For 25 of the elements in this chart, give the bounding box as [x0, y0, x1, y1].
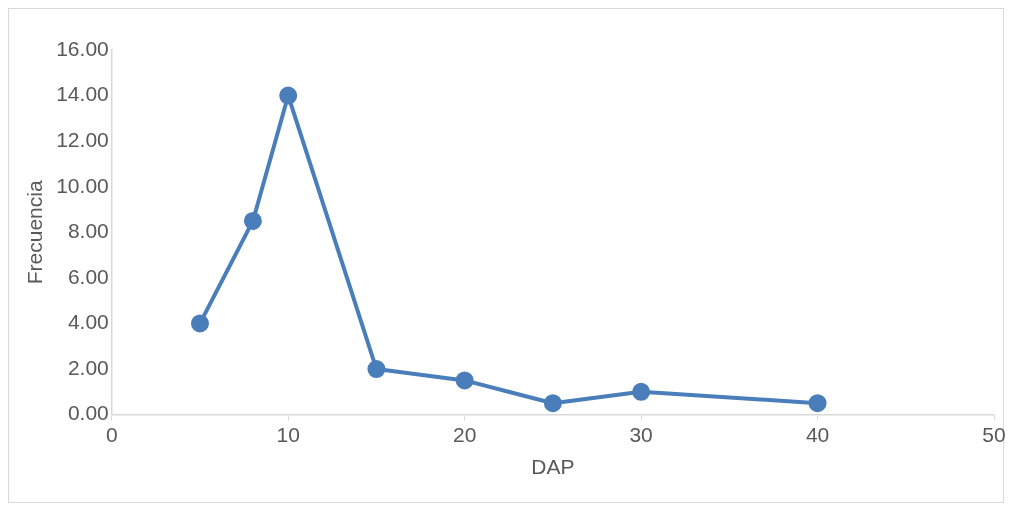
point	[190, 314, 209, 333]
point	[367, 360, 386, 379]
y-tick-label: 2.00	[67, 355, 109, 379]
point	[455, 371, 474, 390]
y-tick-label: 14.00	[56, 82, 109, 106]
x-tick-label: 10	[276, 423, 300, 446]
y-tick-label: 4.00	[67, 310, 109, 334]
x-tick-label: 20	[452, 423, 477, 446]
y-tick-label: 10.00	[56, 173, 109, 197]
y-tick-label: 6.00	[67, 264, 109, 288]
x-tick-label: 30	[629, 423, 653, 446]
y-tick-label: 16.00	[56, 36, 109, 60]
y-tick-label: 12.00	[56, 127, 109, 151]
x-tick-label: 0	[105, 423, 118, 446]
point	[243, 211, 262, 230]
point	[632, 382, 651, 401]
x-tick-label: 50	[982, 423, 1006, 446]
point	[543, 394, 562, 413]
x-axis-title: DAP	[531, 455, 575, 479]
y-tick-label: 0.00	[67, 401, 109, 425]
point	[279, 86, 298, 105]
y-axis-title: Frecuencia	[23, 180, 47, 285]
point	[808, 394, 827, 413]
x-tick-label: 40	[805, 423, 830, 446]
y-tick-label: 8.00	[67, 219, 109, 243]
